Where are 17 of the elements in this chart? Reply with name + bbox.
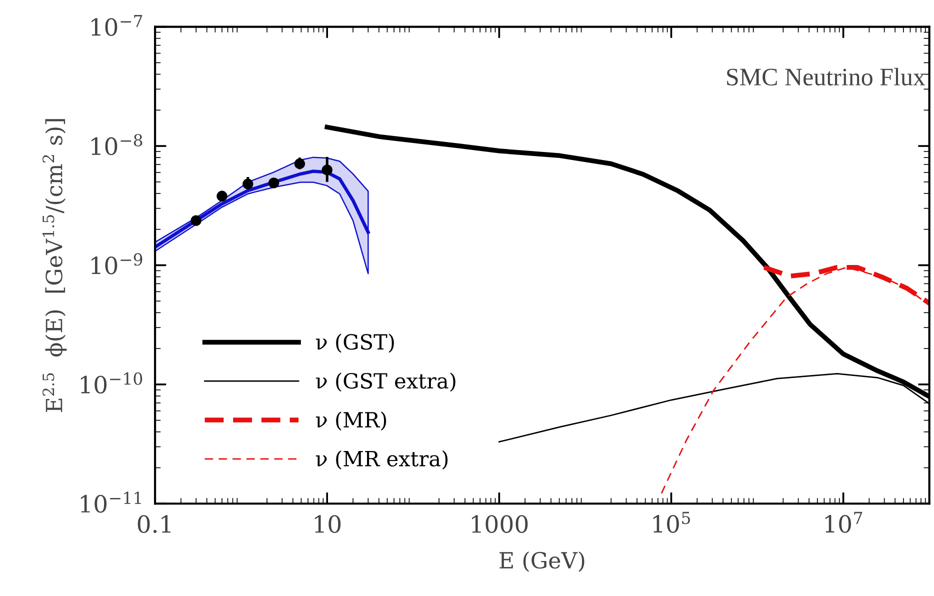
legend-label: ν (GST)	[316, 334, 394, 353]
legend-label: ν (GST extra)	[316, 372, 456, 392]
legend-label: ν (MR)	[316, 411, 386, 431]
y-tick-label: 10$^{−10}$	[80, 372, 142, 394]
y-tick-label: 10$^{−9}$	[92, 253, 142, 274]
y-tick-label: 10$^{−11}$	[80, 492, 141, 513]
y-tick-label: 10$^{−7}$	[92, 15, 142, 36]
x-tick-label: 10$^{7}$	[825, 512, 862, 533]
x-axis-title: E (GeV)	[500, 551, 584, 572]
x-tick-label: 10	[314, 515, 341, 534]
x-tick-label: 0.1	[138, 515, 170, 534]
y-tick-label: 10$^{−8}$	[92, 134, 142, 156]
y-axis-title: E$^{2.5}$ ϕ(E) [GeV$^{1.5}$/(cm$^{2}$ s)]	[42, 119, 67, 412]
x-tick-label: 1000	[472, 515, 528, 534]
text: SMC Neutrino Flux	[727, 68, 926, 86]
legend-label: ν (MR extra)	[316, 450, 448, 470]
x-tick-label: 10$^{5}$	[653, 512, 690, 533]
